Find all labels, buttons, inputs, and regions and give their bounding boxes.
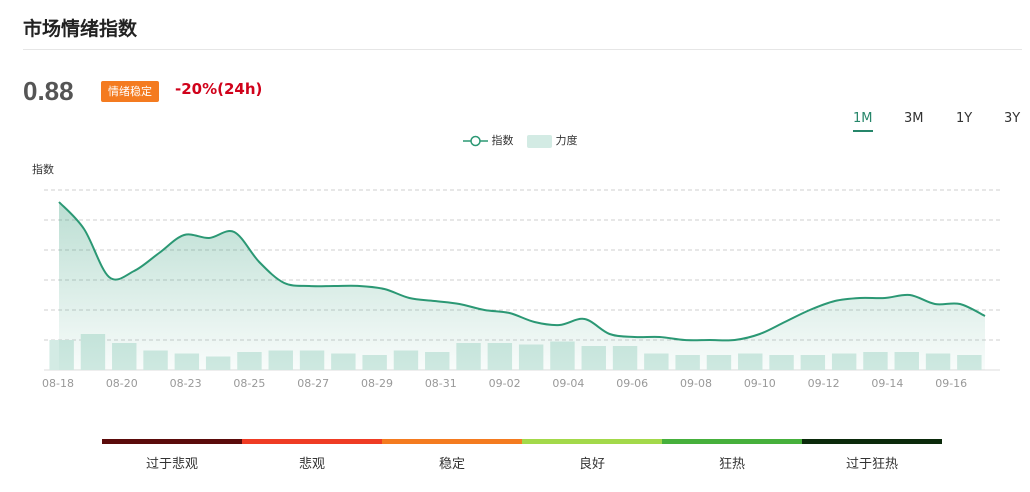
scale-bar-segment	[522, 439, 662, 444]
divider	[23, 49, 1022, 50]
index-area	[59, 202, 985, 370]
scale-label: 良好	[578, 457, 605, 472]
scale-bar-segment	[382, 439, 522, 444]
legend-index[interactable]: 指数	[463, 132, 514, 148]
x-tick-label: 08-18	[42, 377, 74, 390]
change-24h: -20%(24h)	[175, 80, 263, 98]
x-tick-label: 09-02	[489, 377, 521, 390]
scale-label: 稳定	[438, 457, 465, 472]
range-tabs: 1M 3M 1Y 3Y	[0, 111, 1030, 137]
sentiment-chart: 08-18 08-20 08-23 08-25 08-27 08-29 08-31 09-02…	[42, 189, 1000, 390]
x-tick-label: 08-23	[170, 377, 202, 390]
tab-3m[interactable]: 3M	[904, 111, 924, 126]
x-tick-label: 09-06	[616, 377, 648, 390]
line-marker-icon	[463, 135, 488, 147]
scale-label: 悲观	[298, 457, 325, 472]
x-tick-label: 08-20	[106, 377, 138, 390]
scale-label: 过于狂热	[845, 457, 898, 472]
x-tick-label: 09-16	[935, 377, 967, 390]
status-badge: 情绪稳定	[101, 81, 159, 102]
x-tick-label: 08-31	[425, 377, 457, 390]
x-tick-label: 08-29	[361, 377, 393, 390]
index-line	[58, 201, 986, 342]
legend-index-label: 指数	[491, 134, 514, 147]
x-tick-label: 08-27	[297, 377, 329, 390]
scale-label: 狂热	[718, 457, 745, 472]
x-tick-label: 09-12	[808, 377, 840, 390]
tab-1y[interactable]: 1Y	[956, 111, 973, 126]
x-tick-label: 08-25	[233, 377, 265, 390]
x-tick-label: 09-04	[552, 377, 584, 390]
bar-marker-icon	[527, 134, 552, 148]
page-title: 市场情绪指数	[23, 18, 138, 40]
x-tick-label: 09-14	[871, 377, 903, 390]
scale-bar-segment	[102, 439, 242, 444]
scale-bar-segment	[242, 439, 382, 444]
tab-1m[interactable]: 1M	[853, 111, 873, 132]
y-axis-label: 指数	[32, 163, 54, 176]
tab-3y[interactable]: 3Y	[1004, 111, 1021, 126]
legend-strength-label: 力度	[555, 134, 578, 147]
x-tick-label: 09-10	[744, 377, 776, 390]
scale-label: 过于悲观	[145, 457, 198, 472]
index-value: 0.88	[23, 76, 74, 106]
scale-bar-segment	[662, 439, 802, 444]
x-tick-label: 09-08	[680, 377, 712, 390]
scale-bar-segment	[802, 439, 942, 444]
legend-strength[interactable]: 力度	[527, 132, 578, 148]
